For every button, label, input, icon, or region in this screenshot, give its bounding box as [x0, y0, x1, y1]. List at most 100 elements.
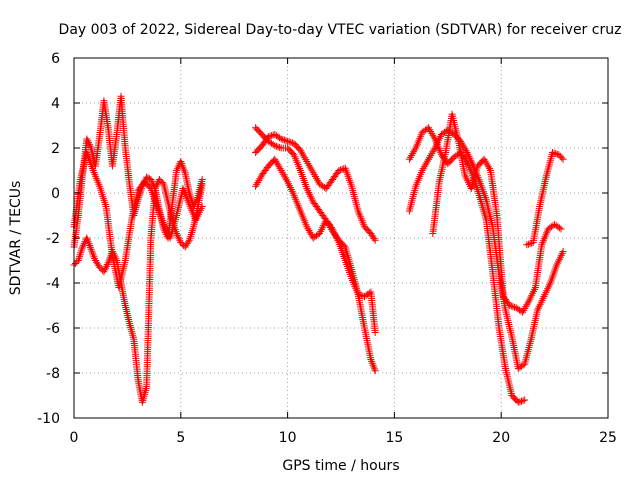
data-point — [527, 335, 535, 343]
data-point — [258, 131, 266, 138]
data-point — [290, 151, 298, 159]
data-point — [83, 234, 91, 242]
data-point — [173, 231, 181, 239]
data-point — [173, 212, 180, 219]
data-point — [121, 144, 129, 152]
data-point — [341, 164, 349, 172]
data-point — [149, 179, 157, 187]
data-point — [329, 225, 336, 233]
data-point — [84, 137, 92, 145]
data-point — [168, 200, 176, 208]
data-point — [476, 178, 484, 186]
data-point — [341, 257, 349, 264]
data-point — [335, 167, 343, 174]
data-point — [264, 162, 272, 170]
data-point — [121, 302, 129, 309]
data-point — [148, 177, 156, 185]
data-point — [557, 225, 565, 233]
data-point — [529, 239, 537, 246]
data-point — [85, 140, 93, 148]
data-point — [121, 257, 129, 264]
data-point — [555, 224, 563, 232]
y-tick-label: 6 — [51, 51, 60, 67]
data-point — [175, 235, 183, 243]
data-point — [448, 110, 456, 118]
data-point — [76, 251, 84, 259]
data-point — [296, 167, 304, 174]
data-point — [173, 167, 180, 174]
data-point — [258, 171, 266, 179]
data-point — [252, 182, 260, 190]
data-point — [412, 144, 420, 152]
data-point — [296, 207, 304, 215]
data-point — [269, 141, 277, 149]
data-point — [179, 185, 187, 192]
data-point — [166, 234, 174, 242]
axis-ticks — [73, 57, 609, 419]
data-point — [102, 203, 110, 210]
series-trace-a — [71, 177, 206, 404]
data-point — [192, 197, 200, 205]
data-point — [85, 139, 92, 147]
data-point — [367, 288, 375, 296]
series-trace-d — [253, 125, 378, 373]
data-point — [87, 245, 95, 253]
data-point — [552, 150, 560, 158]
data-point — [96, 182, 104, 190]
data-point — [367, 230, 375, 237]
data-point — [361, 223, 368, 231]
data-point — [307, 230, 315, 238]
data-point — [91, 257, 99, 264]
data-point — [444, 160, 452, 168]
grid-lines — [74, 58, 608, 418]
data-point — [511, 303, 518, 311]
data-point — [138, 398, 146, 406]
data-point — [309, 198, 317, 206]
data-point — [536, 203, 544, 210]
data-point — [102, 264, 110, 272]
data-point — [514, 398, 522, 406]
data-point — [522, 303, 530, 311]
data-point — [77, 249, 85, 257]
data-point — [100, 97, 108, 105]
data-point — [435, 178, 443, 186]
data-point — [493, 212, 501, 219]
data-point — [150, 181, 157, 189]
data-point — [431, 144, 439, 152]
data-point — [455, 137, 462, 145]
y-axis-label: SDTVAR / TECUs — [8, 181, 24, 296]
data-point — [100, 268, 108, 276]
data-point — [495, 324, 503, 332]
data-point — [461, 145, 469, 153]
data-point — [316, 207, 324, 215]
data-point — [482, 196, 490, 204]
data-point — [544, 225, 552, 233]
data-point — [276, 134, 284, 142]
data-point — [280, 136, 288, 144]
data-point — [252, 124, 260, 132]
data-point — [290, 191, 298, 199]
data-point — [177, 239, 185, 246]
x-tick-labels: 0 5 10 15 20 25 — [70, 430, 617, 446]
data-point — [258, 142, 266, 150]
data-point — [425, 155, 433, 163]
data-point — [301, 154, 309, 162]
data-point — [84, 238, 92, 246]
data-point — [264, 133, 272, 141]
data-point — [177, 158, 185, 165]
data-point — [174, 233, 182, 241]
data-point — [428, 150, 436, 158]
data-point — [514, 365, 522, 372]
data-point — [368, 359, 376, 367]
data-point — [185, 189, 193, 197]
data-point — [429, 230, 437, 237]
data-point — [184, 238, 192, 246]
data-point — [79, 241, 87, 249]
data-point — [335, 239, 343, 246]
data-point — [188, 227, 196, 235]
data-point — [271, 142, 279, 150]
data-point — [130, 335, 138, 343]
data-point — [290, 140, 298, 147]
data-point — [309, 234, 317, 242]
data-point — [348, 275, 356, 282]
